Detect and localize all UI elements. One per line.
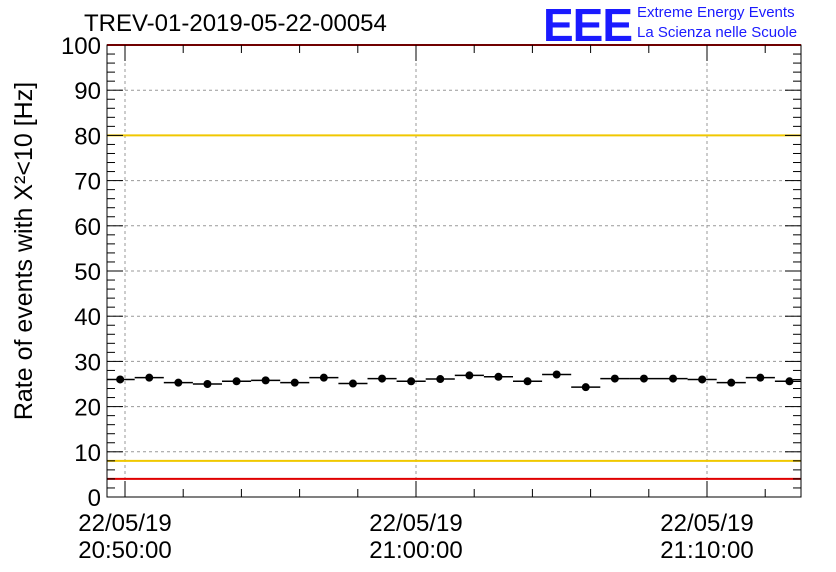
- data-point: [378, 374, 387, 383]
- data-point: [465, 371, 474, 380]
- chart-title: TREV-01-2019-05-22-00054: [84, 10, 387, 37]
- x-tick-date: 22/05/19: [78, 510, 171, 537]
- data-point: [261, 376, 270, 385]
- data-point: [698, 375, 707, 384]
- data-point: [552, 370, 561, 379]
- y-tick-label: 60: [74, 214, 101, 241]
- y-tick-labels: 0 10 20 30 40 50 60 70 80 90 100: [61, 33, 101, 512]
- plot-frame: [106, 44, 802, 498]
- data-point: [436, 375, 445, 384]
- data-point: [669, 374, 678, 383]
- data-point: [756, 373, 765, 382]
- y-tick-label: 40: [74, 304, 101, 331]
- y-tick-label: 100: [61, 33, 101, 60]
- data-point: [581, 383, 590, 392]
- data-point: [407, 377, 416, 386]
- x-tick-date: 22/05/19: [660, 510, 753, 537]
- y-tick-label: 70: [74, 169, 101, 196]
- reference-lines: [107, 44, 801, 480]
- data-point: [610, 374, 619, 383]
- grid-lines: [107, 45, 801, 497]
- data-point: [785, 377, 794, 386]
- logo-line-2: La Scienza nelle Scuole: [637, 24, 798, 41]
- data-point: [494, 372, 503, 381]
- y-axis-label: Rate of events with X²<10 [Hz]: [10, 82, 38, 420]
- x-tick-time: 21:10:00: [660, 537, 753, 564]
- y-tick-label: 10: [74, 440, 101, 467]
- x-tick-time: 20:50:00: [78, 537, 171, 564]
- data-point: [639, 374, 648, 383]
- data-point: [290, 378, 299, 387]
- data-point: [727, 378, 736, 387]
- x-tick-time: 21:00:00: [369, 537, 462, 564]
- data-point: [174, 378, 183, 387]
- y-tick-label: 50: [74, 259, 101, 286]
- data-points: [107, 370, 801, 392]
- y-tick-label: 0: [88, 485, 101, 512]
- data-point: [523, 377, 532, 386]
- logo-line-1: Extreme Energy Events: [637, 4, 795, 21]
- data-point: [203, 380, 212, 388]
- data-point: [319, 373, 328, 382]
- y-tick-label: 80: [74, 123, 101, 150]
- data-point: [145, 373, 154, 382]
- x-tick-labels: 22/05/1920:50:0022/05/1921:00:0022/05/19…: [78, 510, 753, 564]
- x-tick-date: 22/05/19: [369, 510, 462, 537]
- y-tick-label: 30: [74, 349, 101, 376]
- eee-logo: EEE: [543, 0, 633, 51]
- y-tick-label: 90: [74, 78, 101, 105]
- data-point: [232, 377, 241, 386]
- data-point: [116, 375, 125, 384]
- y-tick-label: 20: [74, 395, 101, 422]
- data-point: [348, 379, 357, 388]
